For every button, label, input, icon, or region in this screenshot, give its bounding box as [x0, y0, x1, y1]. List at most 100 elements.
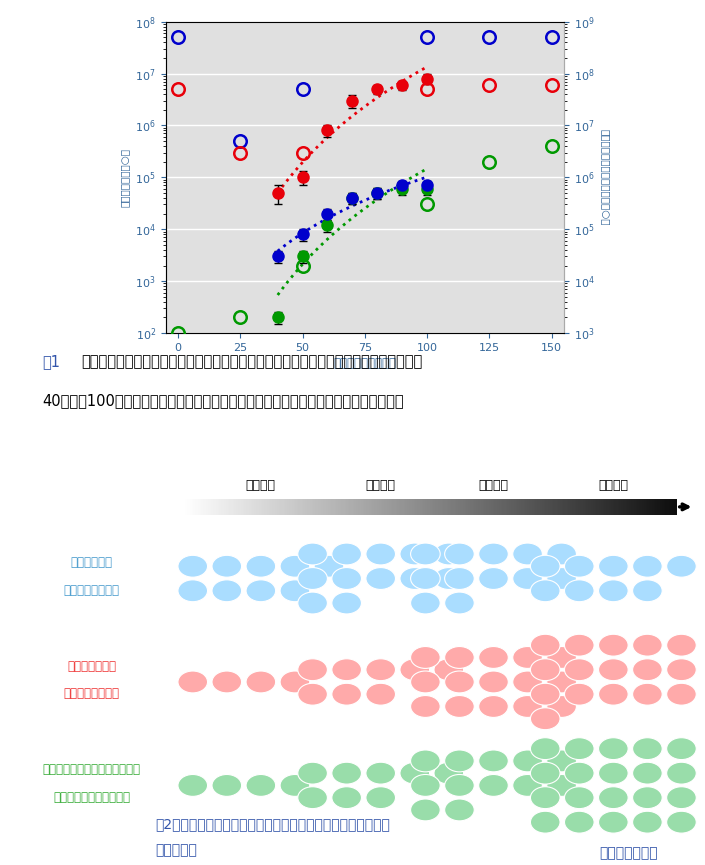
Bar [510, 499, 513, 515]
Ellipse shape [445, 592, 474, 614]
Bar [264, 499, 266, 515]
Ellipse shape [547, 671, 577, 693]
Bar [481, 499, 483, 515]
Ellipse shape [599, 738, 628, 759]
Bar [652, 499, 654, 515]
Ellipse shape [212, 555, 242, 577]
Ellipse shape [410, 592, 440, 614]
Bar [515, 499, 517, 515]
Bar [312, 499, 313, 515]
Bar [351, 499, 352, 515]
Bar [446, 499, 448, 515]
Bar [476, 499, 478, 515]
Bar [228, 499, 229, 515]
Bar [341, 499, 343, 515]
Ellipse shape [479, 671, 508, 693]
Bar [578, 499, 580, 515]
Bar [663, 499, 666, 515]
Bar [639, 499, 641, 515]
Ellipse shape [410, 695, 440, 717]
Bar [300, 499, 302, 515]
Bar [335, 499, 336, 515]
Bar [539, 499, 540, 515]
Bar [386, 499, 387, 515]
Text: 異常プリオン蛋白: 異常プリオン蛋白 [63, 688, 120, 701]
Bar [251, 499, 252, 515]
Bar [218, 499, 219, 515]
Ellipse shape [366, 762, 396, 784]
Bar [293, 499, 295, 515]
Ellipse shape [565, 580, 594, 602]
Bar [573, 499, 575, 515]
Bar [557, 499, 558, 515]
Bar [407, 499, 409, 515]
Bar [627, 499, 629, 515]
Text: 高い異常プリオン蛋白質: 高い異常プリオン蛋白質 [53, 791, 130, 804]
Bar [238, 499, 239, 515]
Bar [223, 499, 224, 515]
Bar [641, 499, 642, 515]
Bar [504, 499, 505, 515]
Bar [229, 499, 231, 515]
Bar [281, 499, 282, 515]
Bar [397, 499, 399, 515]
Bar [661, 499, 662, 515]
Ellipse shape [513, 774, 542, 797]
Ellipse shape [410, 671, 440, 693]
Bar [379, 499, 381, 515]
Bar [443, 499, 445, 515]
Bar [623, 499, 624, 515]
Ellipse shape [547, 750, 577, 772]
Bar [317, 499, 318, 515]
Bar [483, 499, 484, 515]
Ellipse shape [445, 671, 474, 693]
Bar [501, 499, 503, 515]
Bar [381, 499, 382, 515]
Bar [340, 499, 341, 515]
Bar [596, 499, 598, 515]
Bar [305, 499, 307, 515]
Bar [357, 499, 360, 515]
Ellipse shape [366, 567, 396, 589]
Ellipse shape [599, 762, 628, 784]
Text: （岩丸　祥史）: （岩丸 祥史） [599, 847, 658, 861]
Bar [509, 499, 510, 515]
Bar [668, 499, 670, 515]
Ellipse shape [410, 774, 440, 797]
Ellipse shape [298, 567, 327, 589]
Bar [606, 499, 608, 515]
Ellipse shape [479, 695, 508, 717]
Ellipse shape [280, 555, 309, 577]
Bar [213, 499, 214, 515]
Bar [649, 499, 651, 515]
Ellipse shape [445, 750, 474, 772]
Bar [202, 499, 203, 515]
Ellipse shape [445, 646, 474, 669]
Bar [187, 499, 188, 515]
Ellipse shape [298, 592, 327, 614]
Bar [466, 499, 468, 515]
Ellipse shape [599, 634, 628, 657]
Ellipse shape [246, 774, 276, 797]
Bar [489, 499, 491, 515]
Ellipse shape [599, 683, 628, 705]
Ellipse shape [667, 683, 697, 705]
Ellipse shape [366, 683, 396, 705]
Bar [328, 499, 330, 515]
Ellipse shape [547, 567, 577, 589]
Bar [456, 499, 458, 515]
Bar [568, 499, 570, 515]
Bar [193, 499, 195, 515]
Bar [392, 499, 394, 515]
Bar [336, 499, 338, 515]
Ellipse shape [513, 750, 542, 772]
Bar [519, 499, 520, 515]
Ellipse shape [298, 659, 327, 681]
Bar [234, 499, 236, 515]
Text: 感染後期: 感染後期 [479, 479, 508, 492]
Ellipse shape [298, 543, 327, 565]
Bar [195, 499, 197, 515]
Bar [361, 499, 362, 515]
Ellipse shape [530, 762, 560, 784]
Ellipse shape [434, 567, 464, 589]
